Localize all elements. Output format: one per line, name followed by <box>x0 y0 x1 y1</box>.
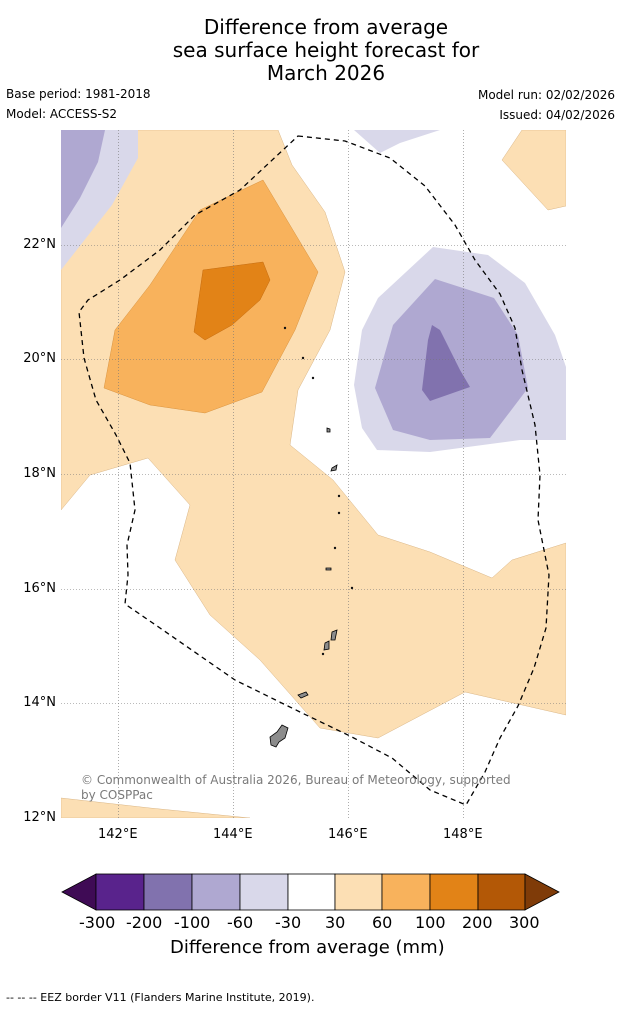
issued-date: Issued: 04/02/2026 <box>499 108 615 122</box>
lat-label-14n: 14°N <box>23 695 56 710</box>
colorbar-tick: 30 <box>325 913 346 932</box>
lat-label-16n: 16°N <box>23 581 56 596</box>
lat-label-18n: 18°N <box>23 466 56 481</box>
lon-label-142e: 142°E <box>98 827 138 842</box>
copyright-notice: © Commonwealth of Australia 2026, Bureau… <box>81 773 511 802</box>
colorbar-tick: -300 <box>79 913 116 932</box>
island-guam <box>269 724 289 748</box>
island-tinian <box>323 640 330 651</box>
contour-30-60-northeast <box>501 130 566 211</box>
island-small-8 <box>283 326 287 330</box>
lat-label-22n: 22°N <box>23 237 56 252</box>
colorbar-tick: -200 <box>126 913 163 932</box>
title-line-1: Difference from average <box>203 15 449 39</box>
colorbar-bin <box>143 873 193 911</box>
colorbar-bin <box>95 873 145 911</box>
lon-label-148e: 148°E <box>443 827 483 842</box>
colorbar-tick: 100 <box>415 913 446 932</box>
colorbar-bin <box>381 873 431 911</box>
lat-label-12n: 12°N <box>23 810 56 825</box>
island-small-7 <box>301 356 305 360</box>
island-small-5 <box>337 511 341 515</box>
island-saipan <box>330 629 338 641</box>
contour-30-60-southwest <box>61 797 251 818</box>
colorbar-tick: 300 <box>509 913 540 932</box>
island-rota <box>297 691 309 699</box>
map-panel <box>61 130 566 818</box>
contour-100-200 <box>193 261 271 341</box>
model-name: Model: ACCESS-S2 <box>6 107 118 121</box>
islands <box>269 326 354 748</box>
island-small-4 <box>337 494 341 498</box>
island-small-1 <box>321 652 325 656</box>
colorbar-bin <box>477 873 526 911</box>
colorbar-label: Difference from average (mm) <box>170 937 445 958</box>
lat-label-20n: 20°N <box>23 351 56 366</box>
colorbar-bin <box>334 873 383 911</box>
chart-title: Difference from average sea surface heig… <box>0 16 621 85</box>
island-small-2 <box>333 546 337 550</box>
contour-neg30-neg60-north <box>354 130 440 153</box>
base-period: Base period: 1981-2018 <box>6 87 151 101</box>
title-line-3: March 2026 <box>266 61 386 85</box>
island-small-3 <box>350 586 354 590</box>
colorbar-bin <box>429 873 479 911</box>
island-pagan <box>330 464 338 472</box>
colorbar-extend-low <box>61 873 97 911</box>
colorbar-bin <box>191 873 241 911</box>
colorbar-bin <box>239 873 289 911</box>
colorbar-bin <box>287 873 336 911</box>
colorbar-extend-high <box>524 873 560 911</box>
colorbar <box>61 873 560 911</box>
eez-legend-note: -- -- -- EEZ border V11 (Flanders Marine… <box>6 991 315 1004</box>
island-agrihan <box>326 427 331 433</box>
colorbar-tick: -30 <box>275 913 302 932</box>
island-small-6 <box>311 376 315 380</box>
colorbar-tick: -100 <box>174 913 211 932</box>
colorbar-tick: 60 <box>372 913 393 932</box>
contour-neg100-neg200 <box>422 325 470 401</box>
lon-label-144e: 144°E <box>213 827 253 842</box>
eez-border <box>78 135 550 806</box>
contour-neg60-neg100-northwest <box>61 130 105 228</box>
colorbar-tick: 200 <box>462 913 493 932</box>
island-anatahan <box>325 567 332 571</box>
colorbar-tick: -60 <box>227 913 254 932</box>
model-run-date: Model run: 02/02/2026 <box>477 88 615 102</box>
gridlines <box>61 130 566 818</box>
title-line-2: sea surface height forecast for <box>172 38 480 62</box>
lon-label-146e: 146°E <box>328 827 368 842</box>
